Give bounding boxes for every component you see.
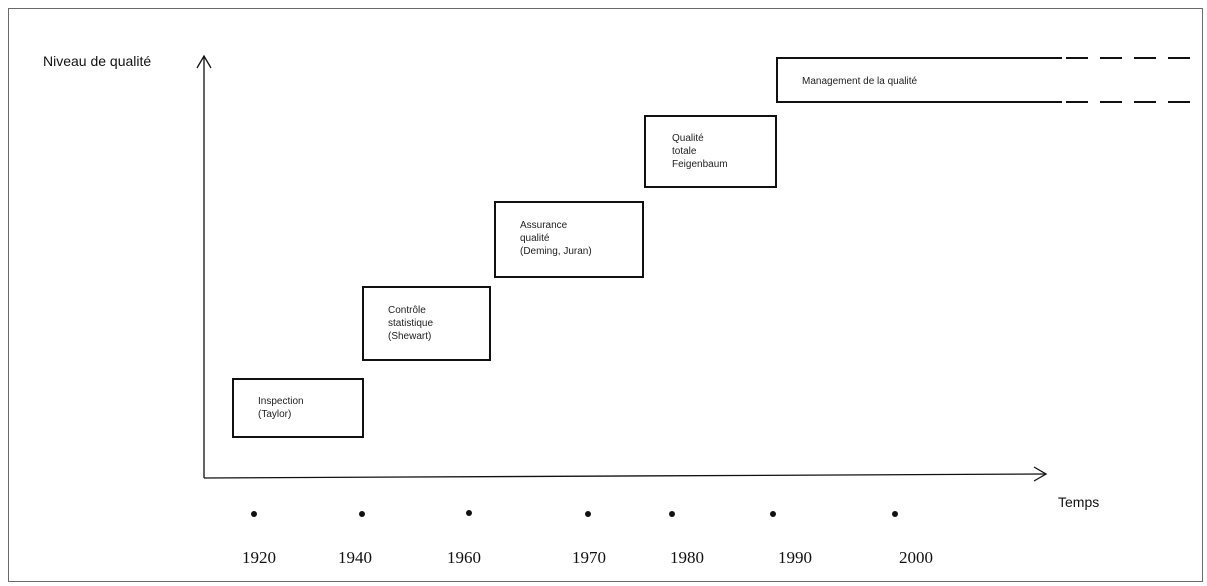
timeline-year-1940: 1940 [338, 548, 372, 567]
timeline-dot-2000 [892, 511, 898, 517]
timeline-year-2000: 2000 [899, 548, 933, 567]
y-axis-arrow [196, 54, 212, 69]
timeline-dot-1940 [359, 511, 365, 517]
x-axis-line [203, 473, 1047, 479]
timeline-year-1960: 1960 [447, 548, 481, 567]
timeline-year-1990: 1990 [778, 548, 812, 567]
timeline-dot-1980 [669, 511, 675, 517]
y-axis-label: Niveau de qualité [43, 53, 152, 69]
stage-label: Qualité totale Feigenbaum [672, 133, 728, 170]
stage-box-inspection: Inspection (Taylor) [232, 378, 364, 438]
stage-box-controle-statistique: Contrôle statistique (Shewart) [362, 286, 491, 361]
timeline-dot-1920 [251, 511, 257, 517]
timeline-dot-1990 [770, 511, 776, 517]
stage-box-assurance-qualite: Assurance qualité (Deming, Juran) [494, 201, 644, 278]
stage-label: Contrôle statistique (Shewart) [388, 305, 434, 342]
stage-box-qualite-totale: Qualité totale Feigenbaum [644, 115, 777, 188]
timeline-year-1920: 1920 [242, 548, 276, 567]
timeline-year-1970: 1970 [572, 548, 606, 567]
diagram-frame [8, 8, 1203, 582]
x-axis-arrow [1033, 466, 1048, 482]
stage-box-management: Management de la qualité [776, 57, 1052, 103]
x-axis-label: Temps [1058, 494, 1100, 510]
timeline-dot-1970 [585, 511, 591, 517]
stage-label: Assurance qualité (Deming, Juran) [520, 220, 592, 257]
stage-label: Inspection (Taylor) [258, 396, 304, 420]
timeline-dot-1960 [466, 510, 472, 516]
timeline-year-1980: 1980 [670, 548, 704, 567]
stage-label: Management de la qualité [802, 76, 918, 87]
